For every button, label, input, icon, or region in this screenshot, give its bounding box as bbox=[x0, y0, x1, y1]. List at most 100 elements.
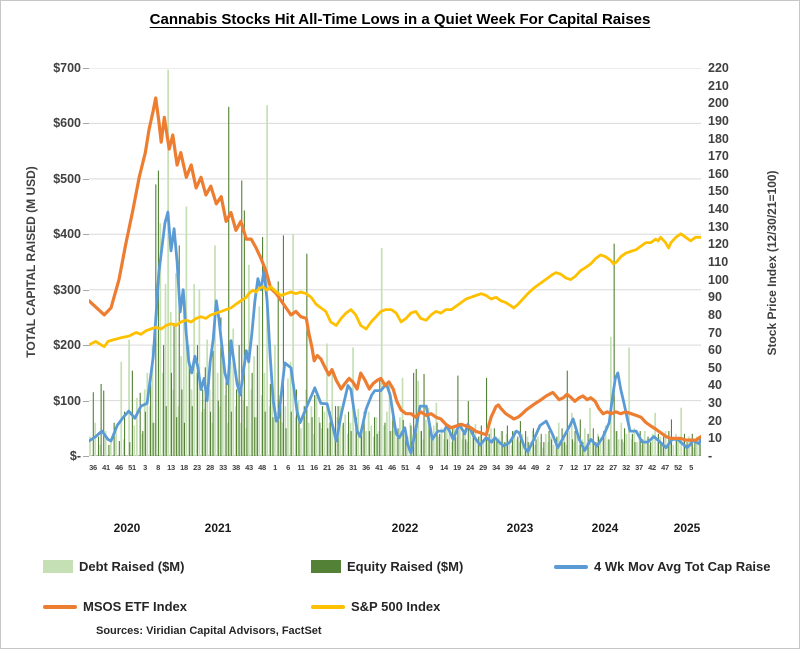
debt-bar bbox=[227, 422, 229, 456]
week-label: 2 bbox=[546, 463, 550, 472]
week-label: 32 bbox=[622, 463, 630, 472]
equity-bar bbox=[202, 389, 204, 456]
equity-bar bbox=[306, 253, 308, 456]
equity-bar bbox=[254, 417, 256, 456]
equity-bar bbox=[410, 425, 412, 456]
equity-bar bbox=[624, 428, 626, 456]
equity-bar bbox=[321, 406, 324, 456]
equity-bar bbox=[295, 389, 297, 456]
debt-swatch bbox=[43, 560, 73, 573]
equity-bar bbox=[124, 411, 126, 456]
debt-bar bbox=[419, 431, 422, 456]
equity-bar bbox=[238, 345, 240, 456]
week-label: 3 bbox=[143, 463, 147, 472]
week-label: 44 bbox=[518, 463, 526, 472]
debt-bar bbox=[141, 433, 143, 456]
equity-bar bbox=[543, 442, 545, 456]
equity-bar bbox=[457, 375, 459, 456]
debt-bar bbox=[503, 442, 505, 456]
right-tick-label: 100 bbox=[708, 272, 729, 287]
left-tick-mark bbox=[83, 345, 89, 347]
equity-bar bbox=[472, 428, 475, 456]
week-label: 51 bbox=[401, 463, 409, 472]
equity-bar bbox=[170, 372, 172, 456]
debt-bar bbox=[229, 361, 232, 456]
debt-bar bbox=[354, 428, 357, 456]
week-label: 22 bbox=[596, 463, 604, 472]
right-tick-label: 60 bbox=[708, 343, 722, 358]
debt-bar bbox=[432, 425, 435, 456]
debt-bar bbox=[339, 406, 341, 456]
debt-bar bbox=[349, 422, 352, 456]
equity-bar bbox=[342, 422, 344, 456]
debt-bar bbox=[172, 389, 175, 456]
source-note: Sources: Viridian Capital Advisors, Fact… bbox=[96, 625, 322, 637]
debt-bar bbox=[643, 431, 646, 456]
year-label: 2025 bbox=[673, 521, 701, 535]
equity-bar bbox=[189, 367, 191, 456]
debt-bar bbox=[430, 433, 433, 456]
debt-bar bbox=[672, 444, 675, 456]
week-label: 29 bbox=[479, 463, 487, 472]
right-tick-label: 110 bbox=[708, 255, 729, 269]
debt-bar bbox=[680, 407, 683, 456]
debt-bar bbox=[89, 436, 91, 456]
right-tick-label: - bbox=[708, 449, 713, 463]
debt-bar bbox=[359, 436, 362, 456]
legend-sp500: S&P 500 Index bbox=[311, 599, 440, 614]
equity-bar bbox=[506, 425, 508, 456]
debt-bar bbox=[167, 69, 169, 456]
equity-bar bbox=[92, 392, 94, 456]
debt-bar bbox=[245, 428, 248, 456]
debt-bar bbox=[115, 431, 117, 456]
debt-bar bbox=[190, 389, 193, 456]
right-tick-label: 130 bbox=[708, 219, 729, 234]
left-tick-mark bbox=[83, 456, 89, 457]
equity-bar bbox=[478, 436, 480, 456]
debt-bar bbox=[664, 431, 667, 456]
equity-bar bbox=[415, 368, 417, 456]
week-label: 7 bbox=[559, 463, 563, 472]
debt-bar bbox=[315, 395, 318, 456]
left-tick-label: $600 bbox=[53, 116, 81, 131]
equity-bar bbox=[230, 411, 232, 456]
equity-bar bbox=[597, 436, 600, 456]
week-label: 38 bbox=[232, 463, 240, 472]
equity-bar bbox=[368, 431, 370, 456]
debt-bar bbox=[323, 411, 326, 456]
equity-bar bbox=[465, 439, 467, 456]
debt-bar bbox=[438, 436, 440, 456]
debt-bar bbox=[646, 439, 649, 456]
equity-bar bbox=[152, 422, 154, 456]
equity-bar bbox=[374, 417, 376, 456]
debt-bar bbox=[188, 345, 190, 456]
right-tick-label: 80 bbox=[708, 307, 722, 322]
debt-bar bbox=[310, 406, 313, 456]
debt-bar bbox=[568, 431, 571, 456]
debt-bar bbox=[318, 417, 321, 456]
debt-bar bbox=[240, 422, 242, 456]
debt-bar bbox=[104, 431, 107, 456]
debt-bar bbox=[698, 444, 701, 456]
debt-bar bbox=[557, 422, 560, 456]
legend-msos: MSOS ETF Index bbox=[43, 599, 187, 614]
equity-bar bbox=[129, 442, 131, 456]
debt-bar bbox=[326, 343, 328, 456]
equity-bar bbox=[100, 383, 102, 456]
debt-bar bbox=[162, 372, 164, 456]
right-tick-label: 40 bbox=[708, 378, 722, 393]
equity-bar bbox=[452, 425, 454, 456]
debt-bar bbox=[555, 439, 558, 456]
equity-bar bbox=[699, 442, 701, 456]
equity-bar bbox=[196, 345, 199, 456]
debt-bar bbox=[383, 425, 386, 456]
left-tick-label: $400 bbox=[53, 227, 81, 242]
week-label: 42 bbox=[648, 463, 656, 472]
debt-bar bbox=[294, 417, 297, 456]
debt-bar bbox=[544, 433, 547, 456]
chart-title: Cannabis Stocks Hit All-Time Lows in a Q… bbox=[149, 11, 651, 28]
equity-bar bbox=[564, 442, 566, 456]
equity-bar bbox=[262, 237, 264, 456]
equity-bar bbox=[392, 417, 394, 456]
debt-bar bbox=[396, 436, 399, 456]
